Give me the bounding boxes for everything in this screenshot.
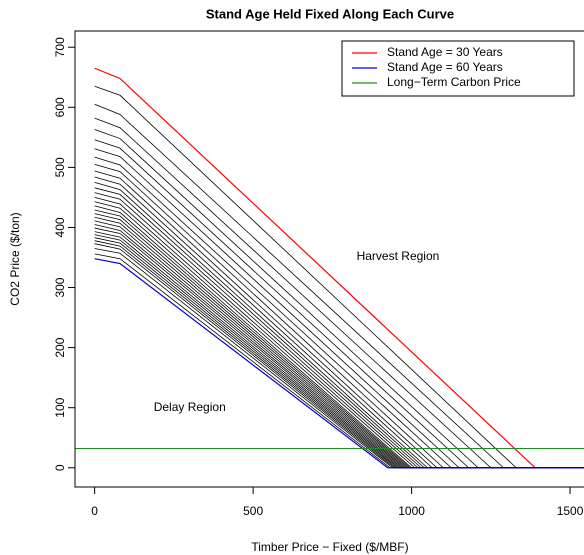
y-tick-label: 700 (53, 37, 67, 57)
y-tick-label: 200 (53, 337, 67, 357)
x-tick-label: 0 (91, 504, 98, 518)
y-tick-label: 300 (53, 277, 67, 297)
legend-label: Long−Term Carbon Price (387, 75, 521, 89)
annotation: Delay Region (154, 400, 226, 414)
annotation: Harvest Region (357, 249, 440, 263)
legend-label: Stand Age = 60 Years (387, 60, 503, 74)
legend-box (341, 40, 575, 97)
x-tick-label: 1000 (398, 504, 425, 518)
y-tick-label: 0 (53, 464, 67, 471)
legend-label: Stand Age = 30 Years (387, 45, 503, 59)
y-axis-label: CO2 Price ($/ton) (8, 212, 22, 305)
x-axis-label: Timber Price − Fixed ($/MBF) (251, 540, 408, 554)
y-tick-label: 500 (53, 157, 67, 177)
x-tick-label: 1500 (557, 504, 584, 518)
series-line (94, 258, 584, 469)
plot-area (75, 67, 584, 469)
y-tick-label: 400 (53, 217, 67, 237)
chart-title: Stand Age Held Fixed Along Each Curve (206, 6, 454, 21)
plot-box (74, 30, 584, 488)
y-tick-label: 600 (53, 97, 67, 117)
x-tick-label: 500 (243, 504, 263, 518)
y-tick-label: 100 (53, 397, 67, 417)
